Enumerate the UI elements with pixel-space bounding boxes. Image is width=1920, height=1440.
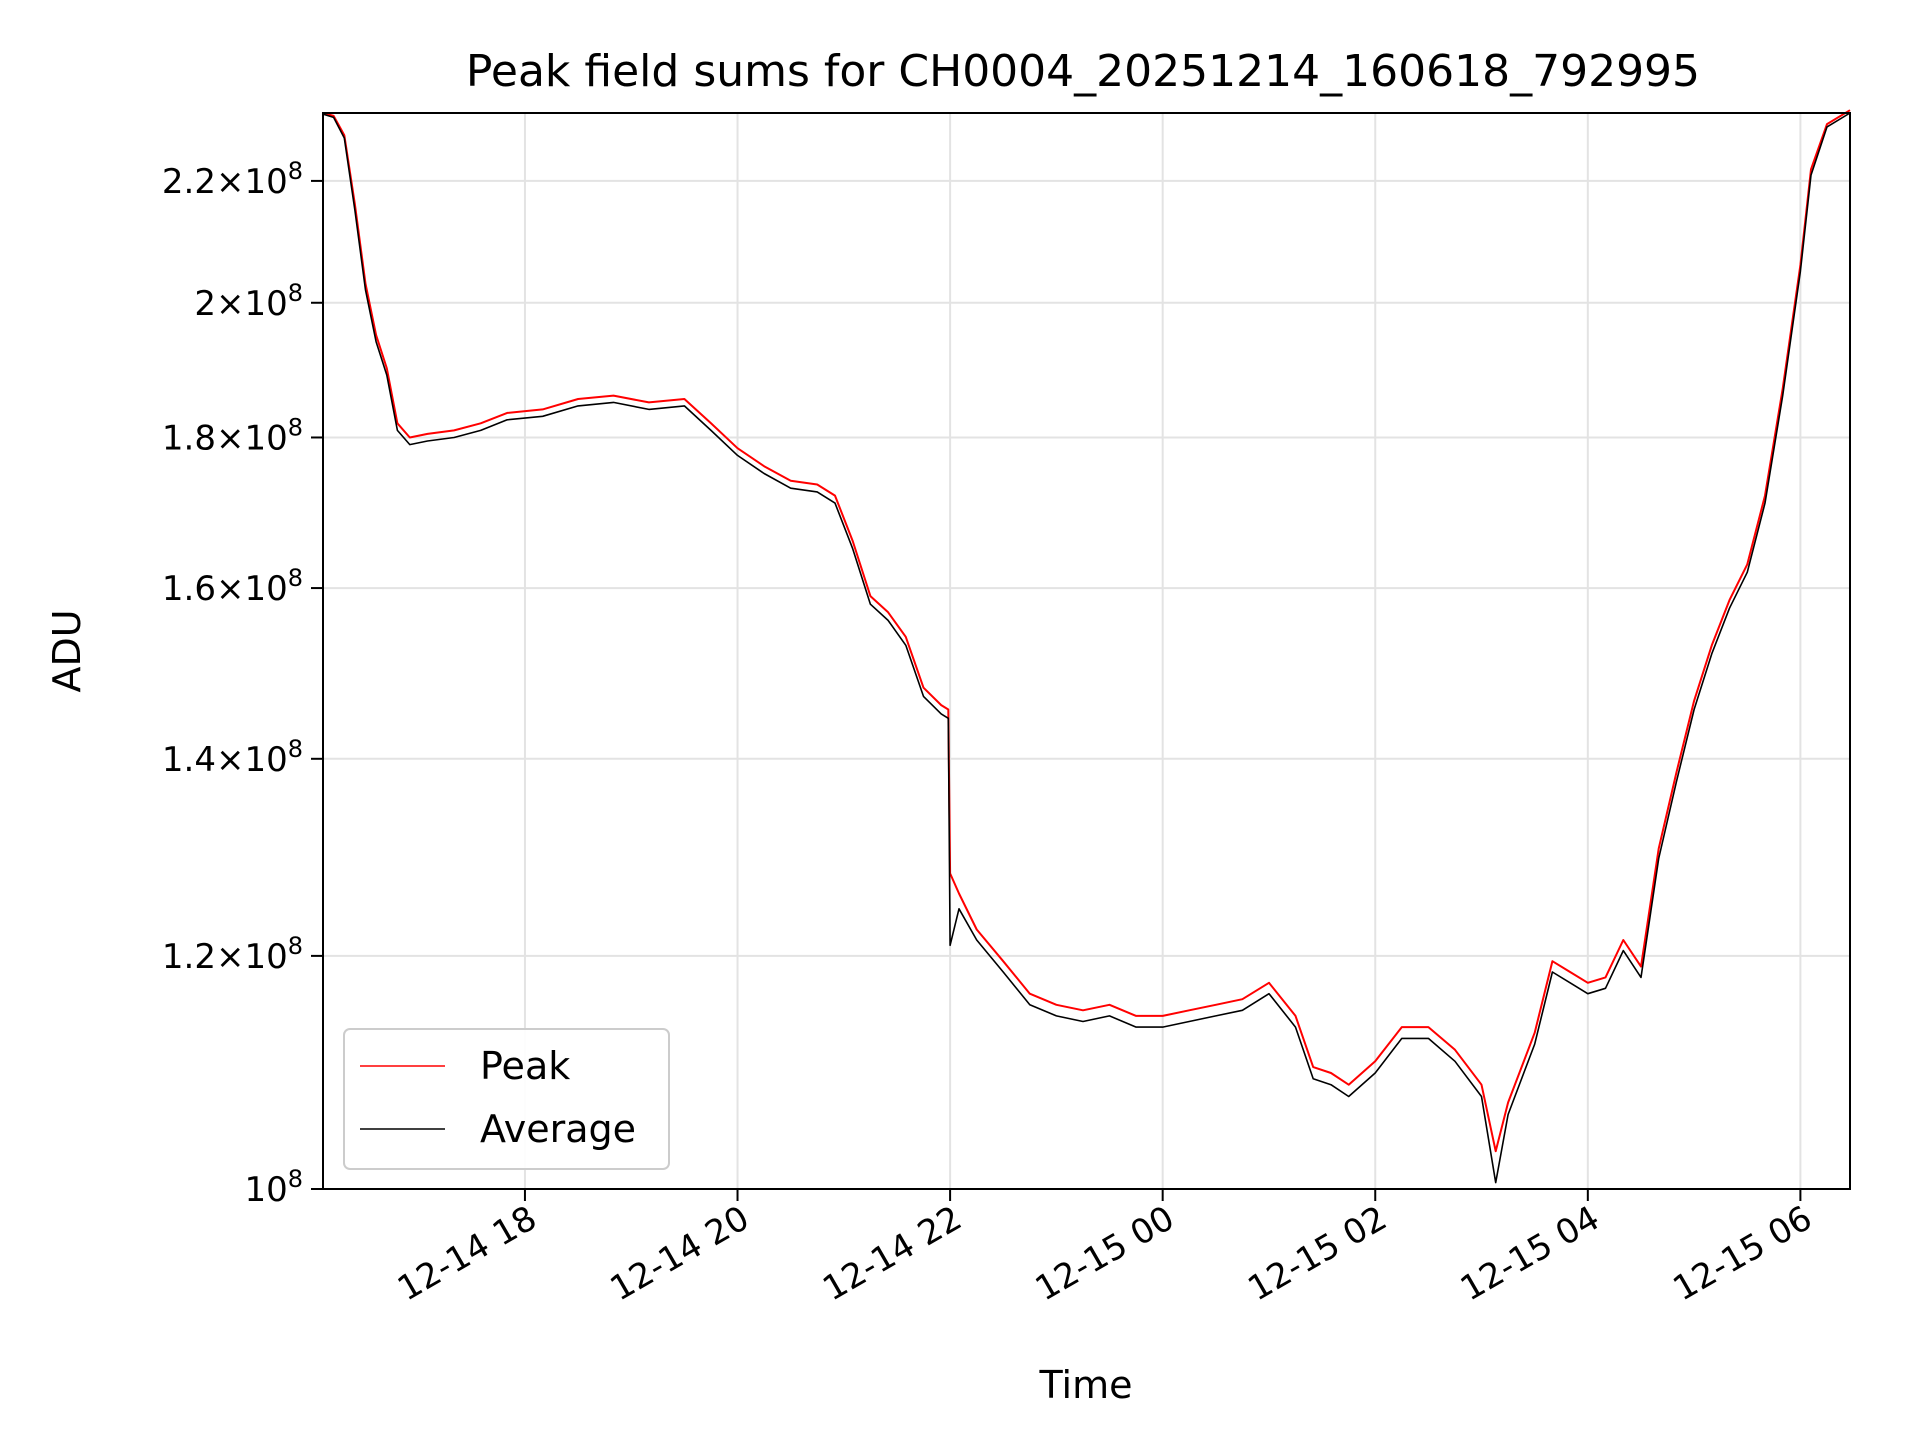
plot-frame (322, 112, 1851, 1190)
y-tick-label: 1.8×108 (162, 413, 303, 458)
y-tick-exponent: 8 (288, 1165, 303, 1193)
y-tick-label: 1.4×108 (162, 735, 303, 780)
y-tick-exponent: 8 (288, 564, 303, 592)
legend-box (343, 1028, 670, 1170)
y-axis: 1081.2×1081.4×1081.6×1081.8×1082×1082.2×… (162, 157, 323, 1210)
y-tick-label: 2.2×108 (162, 157, 303, 202)
y-tick-mantissa: 1.2×10 (162, 937, 288, 977)
y-tick-label: 108 (244, 1165, 303, 1210)
y-tick-label: 1.2×108 (162, 932, 303, 977)
series-layer (322, 109, 1851, 1184)
y-tick-label: 1.6×108 (162, 564, 303, 609)
chart-title: Peak field sums for CH0004_20251214_1606… (466, 46, 1700, 97)
y-tick-mantissa: 10 (244, 1170, 287, 1210)
y-tick-mantissa: 1.6×10 (162, 569, 288, 609)
y-axis-label: ADU (45, 609, 89, 692)
legend: Peak Average (343, 1028, 670, 1170)
y-tick-exponent: 8 (288, 279, 303, 307)
y-tick-exponent: 8 (288, 735, 303, 763)
legend-label-average: Average (480, 1107, 636, 1151)
y-tick-exponent: 8 (288, 413, 303, 441)
gridlines (323, 113, 1850, 1189)
y-tick-label: 2×108 (194, 279, 303, 324)
y-tick-mantissa: 2×10 (194, 284, 287, 324)
x-axis-label: Time (1039, 1363, 1133, 1407)
y-tick-mantissa: 1.4×10 (162, 740, 288, 780)
series-line-peak (322, 109, 1851, 1153)
y-tick-exponent: 8 (288, 932, 303, 960)
series-line-average (322, 112, 1851, 1184)
legend-label-peak: Peak (480, 1044, 570, 1088)
y-tick-mantissa: 1.8×10 (162, 418, 288, 458)
y-tick-mantissa: 2.2×10 (162, 162, 288, 202)
y-tick-exponent: 8 (288, 157, 303, 185)
